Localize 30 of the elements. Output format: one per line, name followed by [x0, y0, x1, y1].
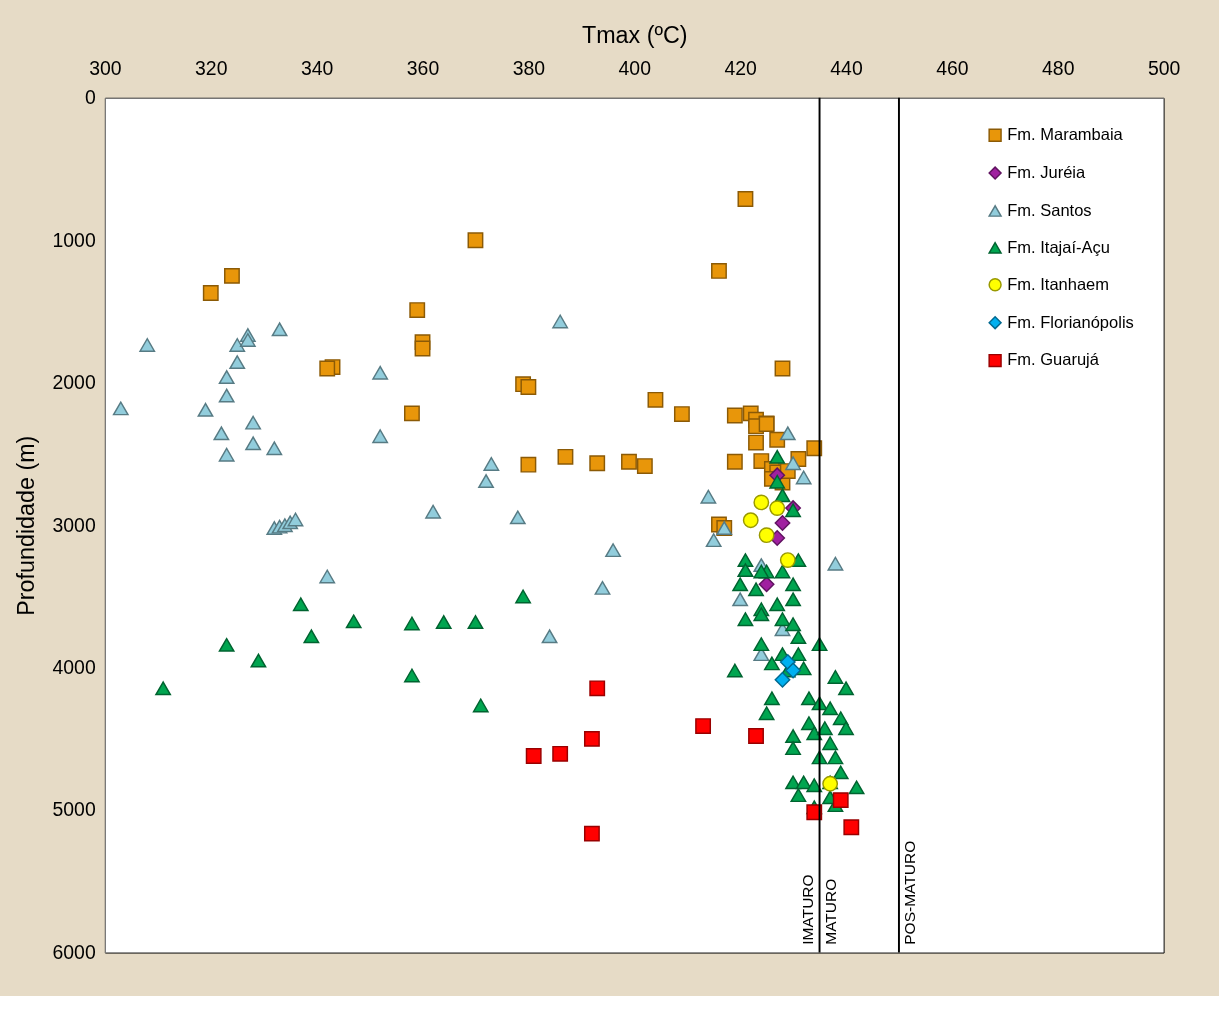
legend-label: Fm. Florianópolis — [1007, 312, 1134, 331]
legend-label: Fm. Juréia — [1007, 162, 1087, 181]
x-tick-label: 380 — [512, 56, 546, 79]
x-tick-label: 300 — [89, 56, 122, 79]
x-tick-label: 360 — [406, 56, 440, 79]
legend-label: Fm. Itajaí-Açu — [1007, 237, 1110, 256]
x-tick-label: 340 — [300, 56, 334, 79]
legend-label: Fm. Guarujá — [1007, 350, 1100, 369]
annotation: IMATURO — [798, 874, 816, 945]
x-tick-label: 440 — [830, 56, 863, 79]
legend-label: Fm. Itanhaem — [1007, 274, 1110, 293]
x-tick-label: 480 — [1042, 56, 1075, 79]
annotation: POS-MATURO — [901, 840, 919, 945]
x-tick-label: 400 — [618, 56, 652, 79]
y-tick-label: 5000 — [52, 798, 96, 821]
legend-label: Fm. Marambaia — [1007, 125, 1124, 144]
legend-label: Fm. Santos — [1007, 200, 1092, 219]
x-tick-label: 320 — [195, 56, 228, 79]
annotation: MATURO — [822, 878, 840, 945]
y-tick-label: 6000 — [52, 940, 96, 963]
y-tick-label: 1000 — [52, 228, 96, 251]
y-tick-label: 0 — [84, 86, 96, 109]
x-axis-title: Tmax (ºC) — [581, 21, 688, 48]
x-tick-label: 500 — [1147, 56, 1181, 79]
y-tick-label: 2000 — [52, 371, 96, 394]
y-axis-title: Profundidade (m) — [13, 435, 39, 616]
y-tick-label: 4000 — [52, 655, 96, 678]
x-tick-label: 460 — [936, 56, 969, 79]
x-tick-label: 420 — [724, 56, 758, 79]
y-tick-label: 3000 — [52, 513, 96, 536]
